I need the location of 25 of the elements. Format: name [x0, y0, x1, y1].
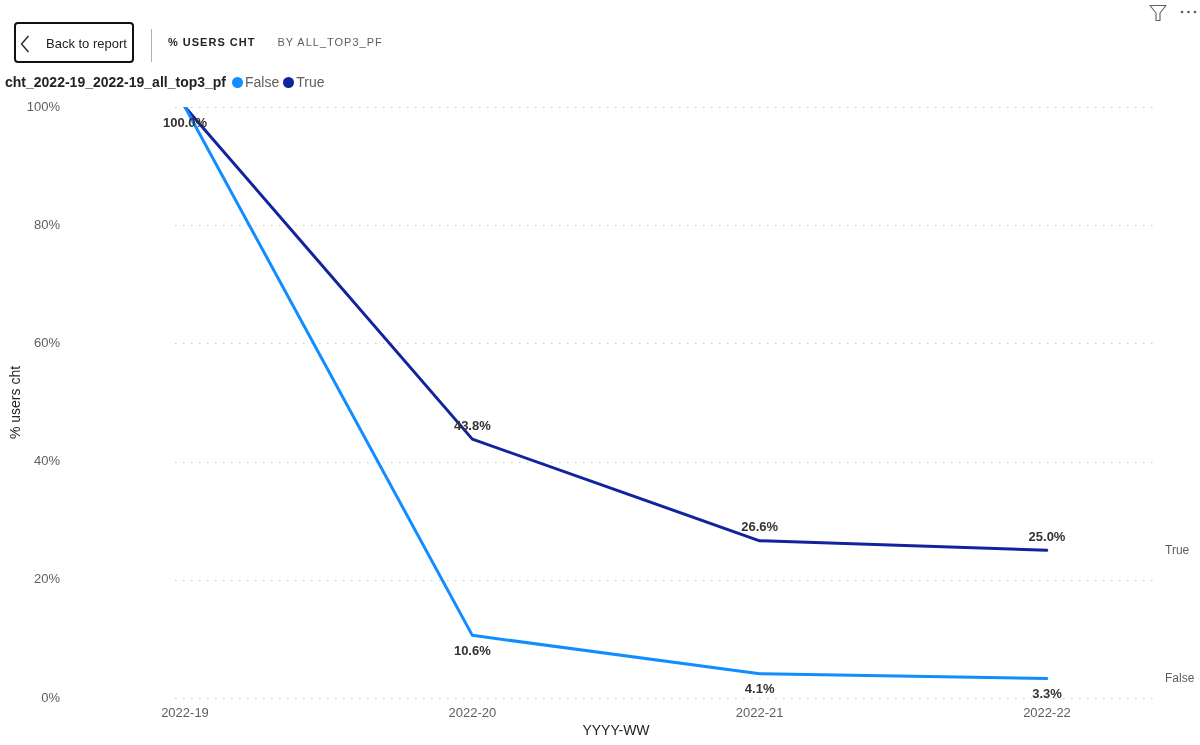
- y-tick-label: 100%: [26, 98, 61, 114]
- x-tick-label: 2022-22: [1023, 705, 1071, 721]
- y-tick-label: 0%: [41, 689, 61, 705]
- x-tick-label: 2022-20: [448, 705, 497, 721]
- y-axis-title: % users cht: [7, 365, 24, 440]
- data-label: 25.0%: [1028, 528, 1066, 544]
- data-label: 26.6%: [741, 519, 779, 535]
- x-tick-label: 2022-21: [735, 705, 784, 721]
- legend-label: False: [245, 74, 280, 90]
- x-tick-label: 2022-19: [161, 705, 209, 721]
- legend-label: True: [296, 74, 325, 90]
- data-label: 4.1%: [744, 681, 775, 697]
- y-tick-label: 80%: [33, 216, 61, 232]
- back-button[interactable]: Back to report: [14, 22, 134, 63]
- text: False: [1165, 670, 1195, 685]
- x-axis-title: YYYY-WW: [582, 722, 651, 739]
- data-label: 3.3%: [1032, 686, 1063, 702]
- legend-title: cht_2022-19_2022-19_all_top3_pf: [5, 74, 227, 90]
- y-tick-label: 40%: [33, 453, 61, 469]
- chart-subtitle: BY ALL_TOP3_PF: [277, 36, 383, 48]
- y-tick-label: 20%: [33, 571, 61, 587]
- chart-title: % USERS CHT: [168, 36, 256, 48]
- data-label: 10.6%: [453, 642, 492, 658]
- text: True: [1165, 542, 1190, 557]
- y-tick-label: 60%: [33, 334, 61, 350]
